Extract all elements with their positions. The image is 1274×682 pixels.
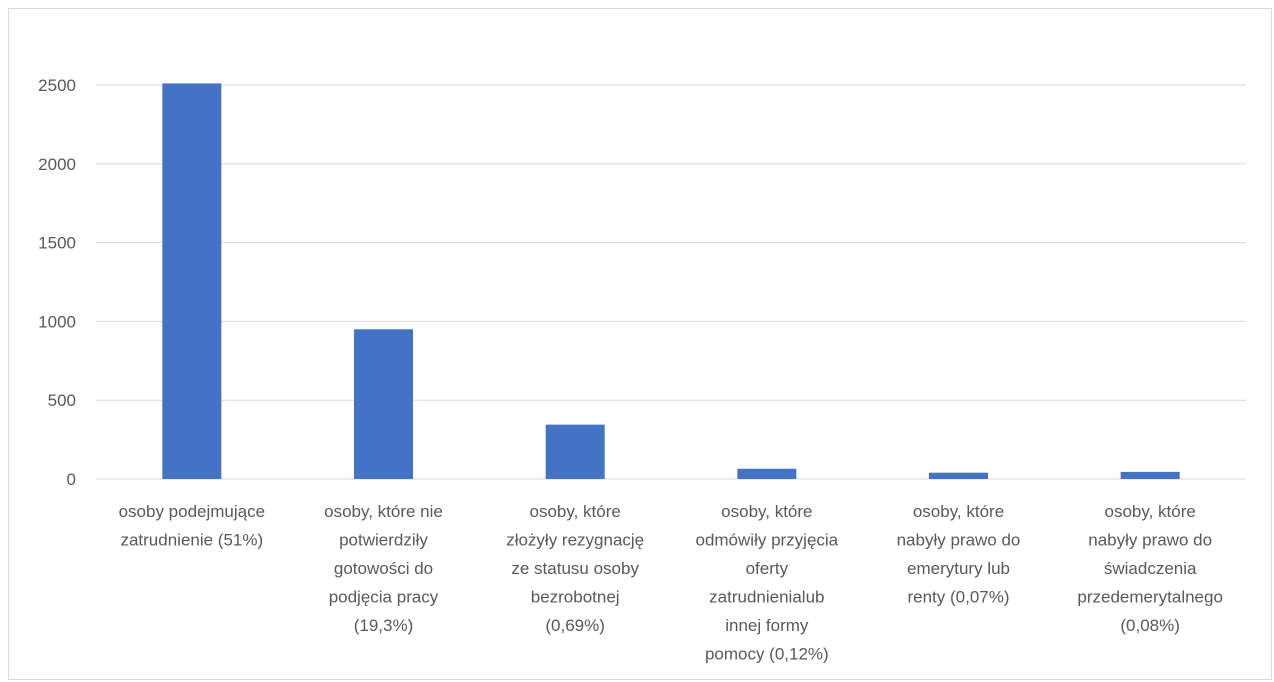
x-category-label-line: świadczenia bbox=[1104, 559, 1197, 578]
x-category-label-line: potwierdziły bbox=[339, 531, 428, 550]
x-category-label-line: (0,69%) bbox=[545, 616, 605, 635]
x-category-label-line: odmówiły przyjęcia bbox=[695, 531, 838, 550]
x-category-label-line: renty (0,07%) bbox=[907, 588, 1009, 607]
y-tick-label: 2500 bbox=[38, 76, 76, 95]
bar bbox=[162, 83, 222, 479]
x-category-label-line: emerytury lub bbox=[907, 559, 1010, 578]
y-tick-label: 0 bbox=[67, 470, 76, 489]
x-category-label: osoby, które nabyły prawo do emerytury lub… bbox=[897, 502, 1021, 607]
x-category-label-line: innej formy bbox=[725, 616, 809, 635]
bar bbox=[1120, 471, 1180, 479]
y-tick-label: 2000 bbox=[38, 155, 76, 174]
x-category-label-line: pomocy (0,12%) bbox=[705, 645, 829, 664]
x-category-label-line: osoby, które bbox=[529, 502, 620, 521]
bar bbox=[929, 472, 988, 479]
y-tick-label: 1000 bbox=[38, 312, 76, 331]
y-tick-label: 1500 bbox=[38, 234, 76, 253]
x-category-label-line: złożyły rezygnację bbox=[506, 531, 644, 550]
x-category-label-line: (19,3%) bbox=[354, 616, 414, 635]
bar bbox=[545, 424, 605, 479]
x-category-label-line: osoby podejmujące bbox=[119, 502, 265, 521]
y-tick-label: 500 bbox=[48, 391, 76, 410]
x-category-label: osoby, które nabyły prawo do świadczenia pr… bbox=[1077, 502, 1223, 635]
x-category-label: osoby podejmujące zatrudnienie (51%) bbox=[119, 502, 265, 550]
x-category-label-line: osoby, które bbox=[1104, 502, 1195, 521]
x-category-label-line: nabyły prawo do bbox=[897, 531, 1021, 550]
x-category-label-line: oferty bbox=[746, 559, 789, 578]
x-category-label-line: bezrobotnej bbox=[531, 588, 620, 607]
x-category-label-line: gotowości do bbox=[334, 559, 433, 578]
x-category-label-line: zatrudnienie (51%) bbox=[120, 531, 263, 550]
bar bbox=[354, 329, 413, 479]
x-category-label-line: osoby, które bbox=[721, 502, 812, 521]
x-category-label-line: osoby, które nie bbox=[324, 502, 443, 521]
x-category-label-line: przedemerytalnego bbox=[1077, 588, 1223, 607]
x-category-label-line: zatrudnienialub bbox=[709, 588, 824, 607]
x-category-label: osoby, które złożyły rezygnację ze statusu… bbox=[506, 502, 644, 635]
x-category-label-line: (0,08%) bbox=[1120, 616, 1180, 635]
x-category-label-line: ze statusu osoby bbox=[511, 559, 639, 578]
x-category-label: osoby, które nie potwierdziły gotowości do… bbox=[324, 502, 443, 635]
x-category-label: osoby, które odmówiły przyjęcia oferty zatr… bbox=[695, 502, 838, 664]
x-category-label-line: podjęcia pracy bbox=[329, 588, 439, 607]
x-category-label-line: nabyły prawo do bbox=[1088, 531, 1212, 550]
x-category-label-line: osoby, które bbox=[913, 502, 1004, 521]
bar bbox=[737, 468, 797, 479]
